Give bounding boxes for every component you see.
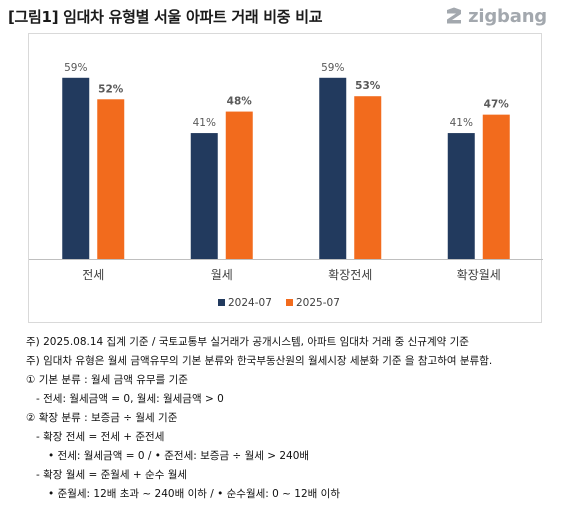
data-label-2024-07-확장월세: 41%: [450, 117, 473, 129]
chart-panel: 59% 52% 전세 41% 48% 월세 59% 53% 확장전세 41% 47% 확장월세 2024…: [28, 33, 543, 323]
data-label-2024-07-확장전세: 59%: [321, 62, 344, 74]
data-label-2024-07-전세: 59%: [64, 62, 87, 74]
bar-2024-07-월세: [190, 133, 218, 259]
bar-chart: 59% 52% 전세 41% 48% 월세 59% 53% 확장전세 41% 47% 확장월세 2024…: [29, 62, 543, 309]
zigbang-logo-icon: [447, 7, 462, 24]
note-basic-classification: ① 기본 분류 : 월세 금액 유무를 기준: [26, 374, 188, 386]
legend-swatch-2025-07: [286, 299, 293, 306]
legend-label-2024-07: 2024-07: [228, 297, 272, 309]
category-label-전세: 전세: [82, 268, 104, 282]
note-extended-classification: ② 확장 분류 : 보증금 ÷ 월세 기준: [26, 412, 178, 424]
note-basic-detail: - 전세: 월세금액 = 0, 월세: 월세금액 > 0: [36, 393, 224, 405]
note-extended-wolse: - 확장 월세 = 준월세 + 순수 월세: [36, 469, 188, 481]
category-label-확장월세: 확장월세: [457, 268, 501, 282]
bar-2025-07-전세: [97, 99, 125, 260]
bar-2025-07-확장월세: [482, 114, 510, 260]
bar-2024-07-확장전세: [319, 77, 347, 260]
data-label-2025-07-확장전세: 53%: [355, 80, 381, 92]
logo-text: zigbang: [468, 5, 547, 27]
category-label-월세: 월세: [211, 268, 233, 282]
note-extended-wolse-detail: • 준월세: 12배 초과 ~ 240배 이하 / • 순수월세: 0 ~ 12…: [48, 488, 340, 500]
note-source: 주) 2025.08.14 집계 기준 / 국토교통부 실거래가 공개시스템, …: [26, 336, 469, 348]
note-extended-jeonse-detail: • 전세: 월세금액 = 0 / • 준전세: 보증금 ÷ 월세 > 240배: [48, 450, 310, 462]
footnotes: 주) 2025.08.14 집계 기준 / 국토교통부 실거래가 공개시스템, …: [26, 333, 492, 504]
bar-2024-07-확장월세: [447, 133, 475, 259]
category-label-확장전세: 확장전세: [328, 268, 372, 282]
legend-label-2025-07: 2025-07: [296, 297, 340, 309]
note-extended-jeonse: - 확장 전세 = 전세 + 준전세: [36, 431, 165, 443]
data-label-2025-07-월세: 48%: [227, 96, 253, 108]
bar-2024-07-전세: [62, 77, 90, 260]
bar-2025-07-월세: [225, 111, 253, 259]
note-classification: 주) 임대차 유형은 월세 금액유무의 기본 분류와 한국부동산원의 월세시장 …: [26, 355, 493, 367]
data-label-2024-07-월세: 41%: [193, 117, 216, 129]
zigbang-logo: zigbang: [444, 5, 547, 27]
page-title: [그림1] 임대차 유형별 서울 아파트 거래 비중 비교: [8, 8, 323, 26]
legend-swatch-2024-07: [218, 299, 225, 306]
data-label-2025-07-전세: 52%: [98, 83, 124, 95]
bar-2025-07-확장전세: [354, 96, 382, 259]
data-label-2025-07-확장월세: 47%: [484, 99, 510, 111]
